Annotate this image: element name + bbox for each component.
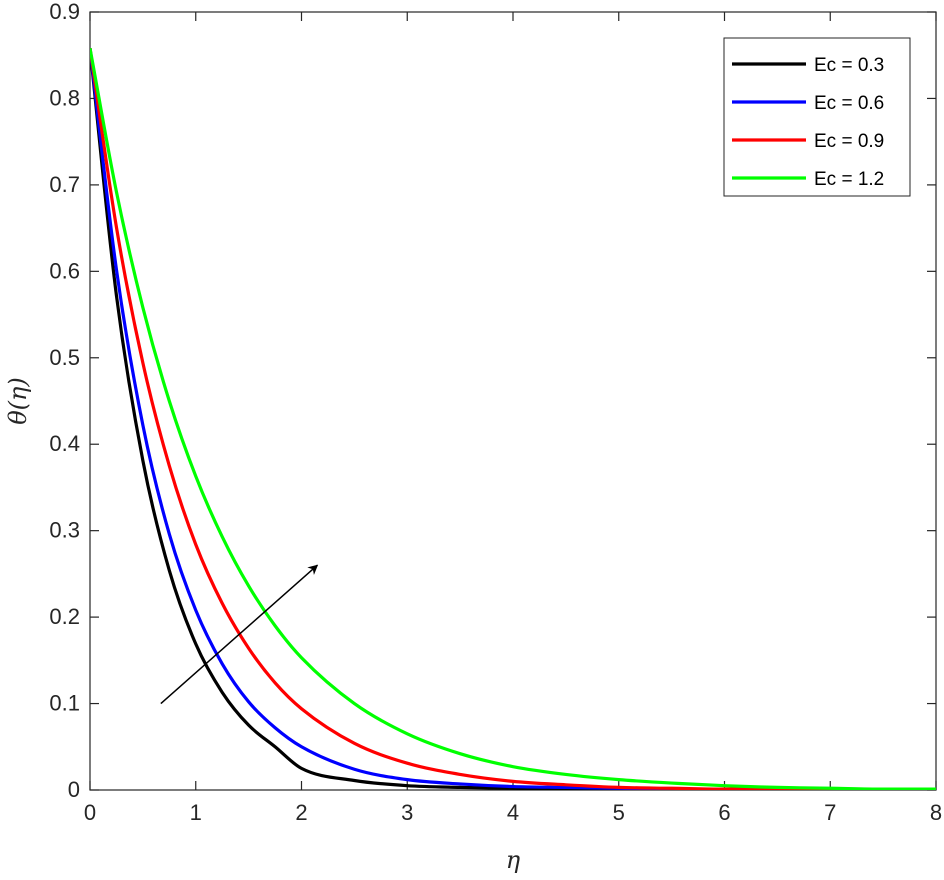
x-tick-label: 7: [824, 800, 836, 825]
y-axis-label: θ(η): [4, 377, 32, 425]
legend-label: Ec = 0.3: [814, 55, 884, 76]
series-lines: [90, 48, 936, 790]
y-tick-label: 0.9: [49, 0, 80, 24]
x-axis-label: η: [506, 846, 521, 874]
x-tick-label: 6: [718, 800, 730, 825]
x-tick-label: 4: [507, 800, 519, 825]
x-tick-label: 2: [295, 800, 307, 825]
x-tick-label: 1: [190, 800, 202, 825]
y-tick-label: 0.4: [49, 431, 80, 456]
legend-label: Ec = 1.2: [814, 169, 884, 190]
y-tick-label: 0.8: [49, 85, 80, 110]
y-tick-label: 0.7: [49, 172, 80, 197]
x-tick-label: 3: [401, 800, 413, 825]
x-tick-label: 5: [613, 800, 625, 825]
annotations: [160, 564, 319, 705]
legend: Ec = 0.3 Ec = 0.6 Ec = 0.9 Ec = 1.2: [723, 37, 911, 197]
y-tick-label: 0.5: [49, 345, 80, 370]
y-tick-label: 0.1: [49, 691, 80, 716]
series-line-1: [90, 48, 936, 790]
y-axis: 0 0.1 0.2 0.3 0.4 0.5 0.6 0.7 0.8 0.9: [49, 0, 936, 802]
y-tick-label: 0.3: [49, 518, 80, 543]
x-tick-label: 8: [930, 800, 942, 825]
series-line-4: [90, 48, 936, 790]
y-tick-label: 0.2: [49, 604, 80, 629]
trend-arrow: [160, 564, 319, 705]
x-axis: 0 1 2 3 4 5 6 7 8: [84, 12, 942, 825]
series-line-3: [90, 48, 936, 790]
y-tick-label: 0: [68, 777, 80, 802]
y-tick-label: 0.6: [49, 258, 80, 283]
legend-label: Ec = 0.9: [814, 131, 884, 152]
x-tick-label: 0: [84, 800, 96, 825]
legend-label: Ec = 0.6: [814, 93, 884, 114]
